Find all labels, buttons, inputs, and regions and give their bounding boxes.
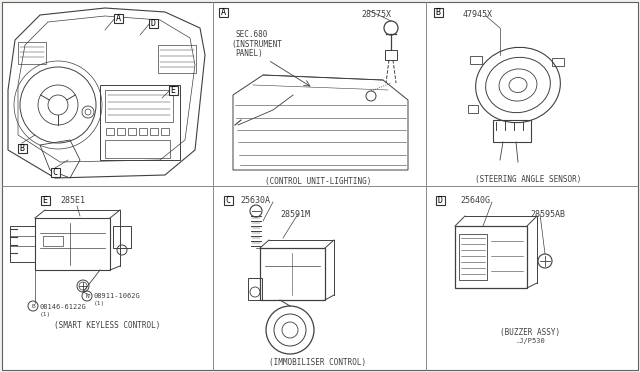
Bar bbox=[470, 56, 482, 64]
Bar bbox=[218, 7, 227, 16]
Bar bbox=[18, 42, 46, 64]
Bar bbox=[223, 196, 232, 205]
Bar bbox=[459, 234, 487, 280]
Bar bbox=[433, 7, 442, 16]
Text: 28591M: 28591M bbox=[280, 210, 310, 219]
Text: 285E1: 285E1 bbox=[60, 196, 85, 205]
Bar bbox=[10, 226, 35, 262]
Bar bbox=[455, 226, 527, 288]
Text: 28595AB: 28595AB bbox=[530, 210, 565, 219]
Bar bbox=[105, 140, 170, 158]
Bar bbox=[105, 90, 173, 122]
Bar bbox=[493, 120, 531, 142]
Bar bbox=[117, 128, 125, 135]
Text: 25630A: 25630A bbox=[240, 196, 270, 205]
Text: E: E bbox=[42, 196, 47, 205]
Bar bbox=[51, 167, 60, 176]
Bar bbox=[260, 248, 325, 300]
Text: 28575X: 28575X bbox=[361, 10, 391, 19]
Bar bbox=[43, 236, 63, 246]
Bar bbox=[248, 278, 262, 300]
Text: (IMMOBILISER CONTROL): (IMMOBILISER CONTROL) bbox=[269, 358, 367, 367]
Text: PANEL): PANEL) bbox=[235, 49, 263, 58]
Text: C: C bbox=[225, 196, 230, 205]
Text: (STEERING ANGLE SENSOR): (STEERING ANGLE SENSOR) bbox=[475, 175, 581, 184]
Text: B: B bbox=[19, 144, 24, 153]
Bar bbox=[150, 128, 158, 135]
Bar bbox=[158, 45, 196, 73]
Text: (1): (1) bbox=[94, 301, 105, 306]
Text: D: D bbox=[150, 19, 156, 28]
Bar bbox=[168, 86, 177, 94]
Bar bbox=[106, 128, 114, 135]
Bar bbox=[113, 226, 131, 248]
Text: (BUZZER ASSY): (BUZZER ASSY) bbox=[500, 328, 560, 337]
Text: A: A bbox=[115, 13, 120, 22]
Bar bbox=[128, 128, 136, 135]
Text: (1): (1) bbox=[40, 312, 51, 317]
Text: D: D bbox=[438, 196, 442, 205]
Text: 08146-6122G: 08146-6122G bbox=[40, 304, 87, 310]
Bar bbox=[435, 196, 445, 205]
Text: 47945X: 47945X bbox=[463, 10, 493, 19]
Bar bbox=[148, 19, 157, 28]
Text: B: B bbox=[31, 304, 35, 308]
Text: C: C bbox=[52, 167, 58, 176]
Bar bbox=[161, 128, 169, 135]
Text: 25640G: 25640G bbox=[460, 196, 490, 205]
Text: (SMART KEYLESS CONTROL): (SMART KEYLESS CONTROL) bbox=[54, 321, 160, 330]
Bar bbox=[17, 144, 26, 153]
Bar bbox=[139, 128, 147, 135]
Bar bbox=[385, 50, 397, 60]
Text: SEC.680: SEC.680 bbox=[235, 30, 268, 39]
Text: N: N bbox=[85, 294, 89, 298]
Text: E: E bbox=[170, 86, 175, 94]
Text: A: A bbox=[221, 7, 225, 16]
Bar bbox=[552, 58, 564, 66]
Bar bbox=[35, 218, 110, 270]
Bar bbox=[100, 85, 180, 160]
Bar bbox=[40, 196, 49, 205]
Text: (CONTROL UNIT-LIGHTING): (CONTROL UNIT-LIGHTING) bbox=[265, 177, 371, 186]
Text: 08911-1062G: 08911-1062G bbox=[94, 293, 141, 299]
Bar bbox=[468, 105, 478, 113]
Text: B: B bbox=[435, 7, 440, 16]
Text: (INSTRUMENT: (INSTRUMENT bbox=[231, 40, 282, 49]
Bar bbox=[113, 13, 122, 22]
Text: .J/P530: .J/P530 bbox=[515, 338, 545, 344]
